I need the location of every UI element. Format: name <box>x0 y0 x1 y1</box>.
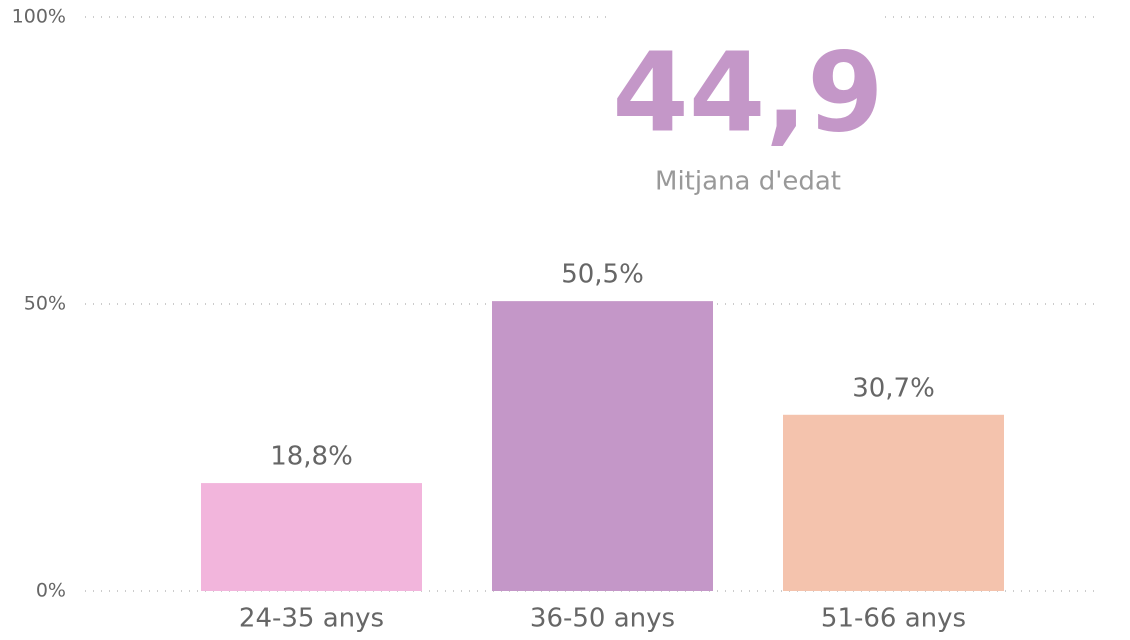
x-tick-label: 36-50 anys <box>530 604 675 634</box>
kpi-background <box>612 0 884 210</box>
kpi-caption: Mitjana d'edat <box>655 167 841 197</box>
y-tick-label: 50% <box>24 293 66 315</box>
value-label: 30,7% <box>852 373 935 403</box>
y-tick-label: 100% <box>12 6 66 28</box>
bar <box>492 301 713 591</box>
kpi-value: 44,9 <box>612 28 883 156</box>
y-tick-label: 0% <box>36 580 66 602</box>
value-label: 18,8% <box>270 442 353 472</box>
bar <box>201 483 422 591</box>
bar <box>783 414 1004 591</box>
x-tick-label: 51-66 anys <box>821 604 966 634</box>
x-tick-label: 24-35 anys <box>239 604 384 634</box>
value-label: 50,5% <box>561 260 644 290</box>
